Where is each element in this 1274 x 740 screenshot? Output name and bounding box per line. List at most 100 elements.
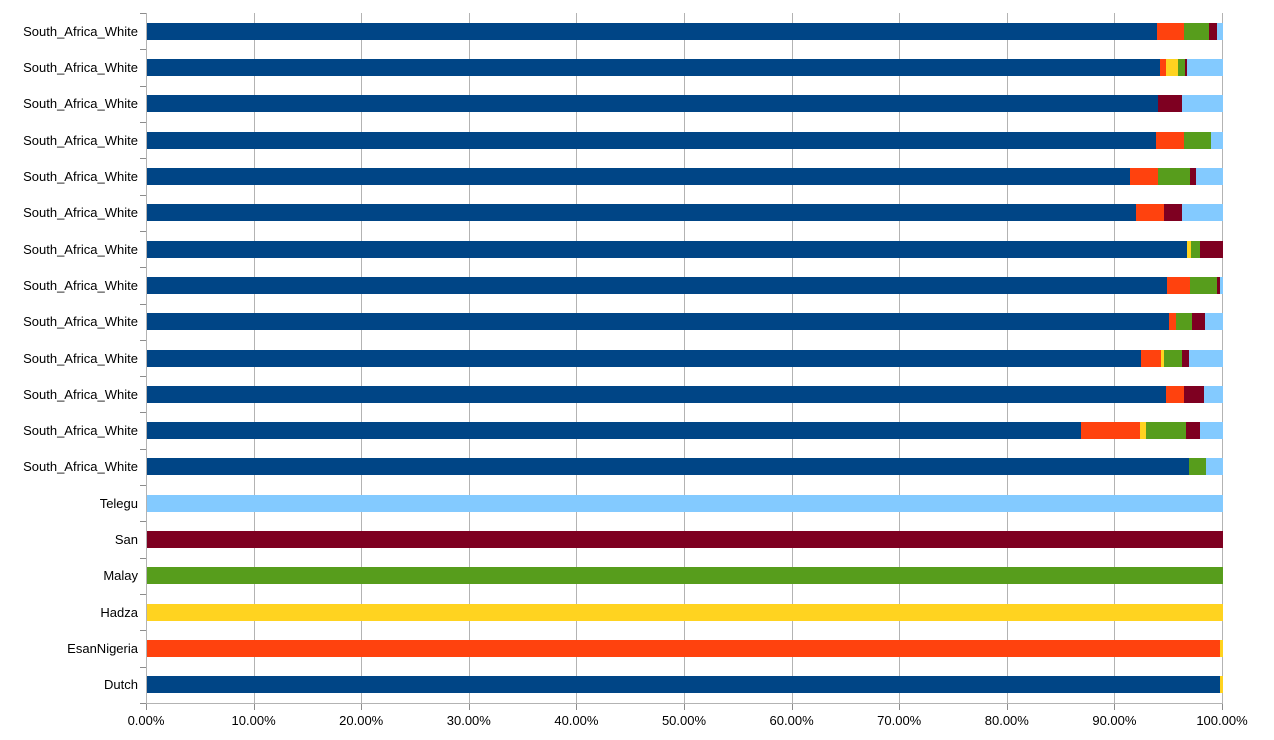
bar-row-South_Africa_White [147, 276, 1223, 294]
bar-segment-green [1175, 313, 1192, 331]
bar-row-Hadza [147, 603, 1223, 621]
bar-segment-yellow [1219, 676, 1223, 694]
x-axis-tick-label: 0.00% [127, 713, 165, 728]
plot-area [146, 13, 1223, 704]
x-axis-tick-label: 90.00% [1092, 713, 1137, 728]
category-label-South_Africa_White: South_Africa_White [23, 277, 138, 293]
x-axis-tick-label: 30.00% [446, 713, 491, 728]
bar-segment-maroon [1163, 204, 1183, 222]
bar-row-South_Africa_White [147, 422, 1223, 440]
y-axis-tick [140, 521, 146, 522]
bar-row-EsanNigeria [147, 640, 1223, 658]
bar-segment-lightblue [1211, 131, 1223, 149]
category-label-Dutch: Dutch [104, 677, 138, 693]
bar-row-South_Africa_White [147, 385, 1223, 403]
bar-segment-orange [1141, 349, 1161, 367]
bar-segment-green [1145, 422, 1187, 440]
bar-segment-maroon [147, 531, 1223, 549]
bar-segment-lightblue [1196, 167, 1223, 185]
category-label-South_Africa_White: South_Africa_White [23, 96, 138, 112]
y-axis-tick [140, 667, 146, 668]
category-label-San: San [114, 532, 138, 548]
x-axis-tick [899, 704, 901, 710]
x-axis-tick-label: 20.00% [339, 713, 384, 728]
x-axis-tick [361, 704, 363, 710]
bar-segment-lightblue [1200, 422, 1223, 440]
x-axis-tick-label: 10.00% [231, 713, 276, 728]
bar-segment-orange [1156, 131, 1185, 149]
y-axis-tick [140, 304, 146, 305]
x-axis-tick [684, 704, 685, 710]
bar-row-South_Africa_White [147, 240, 1223, 258]
bar-segment-navy [147, 276, 1168, 294]
bar-segment-yellow [1140, 422, 1146, 440]
bar-row-South_Africa_White [147, 58, 1223, 76]
bar-segment-green [1158, 167, 1190, 185]
x-axis-tick [468, 704, 470, 710]
category-label-South_Africa_White: South_Africa_White [23, 168, 138, 184]
x-axis-tick [576, 704, 578, 710]
y-axis-tick [140, 485, 146, 486]
x-axis-tick-label: 100.00% [1196, 713, 1248, 728]
bar-segment-orange [1157, 22, 1185, 40]
bar-segment-yellow [1165, 58, 1178, 76]
bar-segment-navy [147, 458, 1189, 476]
x-axis-tick-label: 70.00% [877, 713, 922, 728]
bar-segment-yellow [1187, 240, 1191, 258]
bar-segment-orange [147, 640, 1220, 658]
category-label-South_Africa_White: South_Africa_White [23, 386, 138, 402]
y-axis-tick [140, 195, 146, 196]
category-label-EsanNigeria: EsanNigeria [67, 641, 138, 657]
bar-segment-navy [147, 422, 1081, 440]
bar-row-South_Africa_White [147, 313, 1223, 331]
bar-segment-maroon [1189, 167, 1197, 185]
bar-row-South_Africa_White [147, 204, 1223, 222]
y-axis-tick [140, 49, 146, 50]
bar-segment-maroon [1182, 349, 1189, 367]
bar-segment-maroon [1200, 240, 1223, 258]
bar-segment-green [1190, 240, 1201, 258]
bar-segment-yellow [147, 603, 1223, 621]
bar-segment-maroon [1191, 313, 1205, 331]
bar-segment-orange [1080, 422, 1141, 440]
y-axis-tick [140, 122, 146, 123]
category-label-Telegu: Telegu [99, 495, 138, 511]
bar-segment-maroon [1184, 385, 1204, 403]
y-axis-tick [140, 703, 146, 704]
y-axis-tick [140, 449, 146, 450]
bar-segment-lightblue [1182, 204, 1223, 222]
bar-row-Dutch [147, 676, 1223, 694]
x-axis-tick [253, 704, 255, 710]
bar-row-Malay [147, 567, 1223, 585]
bar-row-South_Africa_White [147, 458, 1223, 476]
bar-segment-maroon [1158, 95, 1183, 113]
bar-segment-yellow [1219, 640, 1223, 658]
bar-segment-orange [1135, 204, 1164, 222]
y-axis-tick [140, 558, 146, 559]
x-axis-tick-label: 80.00% [984, 713, 1029, 728]
bar-segment-lightblue [1216, 22, 1223, 40]
bar-segment-orange [1130, 167, 1159, 185]
y-axis-tick [140, 267, 146, 268]
bar-segment-green [1177, 58, 1186, 76]
x-axis-tick [1006, 704, 1008, 710]
bar-segment-navy [147, 95, 1159, 113]
y-axis-tick [140, 13, 146, 14]
bar-segment-navy [147, 313, 1170, 331]
bar-segment-orange [1167, 276, 1190, 294]
bar-segment-green [1188, 458, 1206, 476]
x-axis-tick [1222, 704, 1223, 710]
bar-segment-navy [147, 240, 1188, 258]
bar-row-South_Africa_White [147, 131, 1223, 149]
y-axis-tick [140, 231, 146, 232]
bar-segment-lightblue [1187, 58, 1223, 76]
bar-segment-navy [147, 131, 1157, 149]
x-axis-tick-label: 60.00% [769, 713, 814, 728]
bar-segment-navy [147, 22, 1158, 40]
bar-segment-navy [147, 676, 1220, 694]
bar-segment-yellow [1160, 349, 1164, 367]
bar-segment-lightblue [1205, 458, 1223, 476]
category-label-South_Africa_White: South_Africa_White [23, 350, 138, 366]
bar-segment-maroon [1216, 276, 1220, 294]
